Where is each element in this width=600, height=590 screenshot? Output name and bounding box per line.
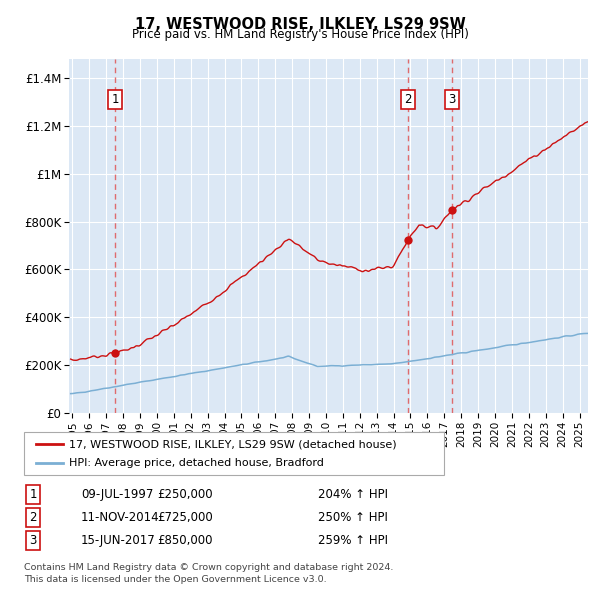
Text: 17, WESTWOOD RISE, ILKLEY, LS29 9SW (detached house): 17, WESTWOOD RISE, ILKLEY, LS29 9SW (det… [69,440,397,449]
Text: Contains HM Land Registry data © Crown copyright and database right 2024.: Contains HM Land Registry data © Crown c… [24,563,394,572]
Text: HPI: Average price, detached house, Bradford: HPI: Average price, detached house, Brad… [69,458,324,468]
Text: 15-JUN-2017: 15-JUN-2017 [81,534,156,547]
Text: 11-NOV-2014: 11-NOV-2014 [81,511,160,524]
Text: 2: 2 [404,93,412,106]
Text: This data is licensed under the Open Government Licence v3.0.: This data is licensed under the Open Gov… [24,575,326,584]
Text: 204% ↑ HPI: 204% ↑ HPI [318,488,388,501]
Text: 09-JUL-1997: 09-JUL-1997 [81,488,154,501]
Text: 3: 3 [29,534,37,547]
Text: Price paid vs. HM Land Registry's House Price Index (HPI): Price paid vs. HM Land Registry's House … [131,28,469,41]
Text: 1: 1 [112,93,119,106]
Text: 1: 1 [29,488,37,501]
Text: £725,000: £725,000 [157,511,213,524]
Text: 250% ↑ HPI: 250% ↑ HPI [318,511,388,524]
Text: 17, WESTWOOD RISE, ILKLEY, LS29 9SW: 17, WESTWOOD RISE, ILKLEY, LS29 9SW [134,17,466,31]
Text: 3: 3 [448,93,455,106]
Text: £250,000: £250,000 [157,488,213,501]
Text: £850,000: £850,000 [157,534,213,547]
Text: 2: 2 [29,511,37,524]
Text: 259% ↑ HPI: 259% ↑ HPI [318,534,388,547]
